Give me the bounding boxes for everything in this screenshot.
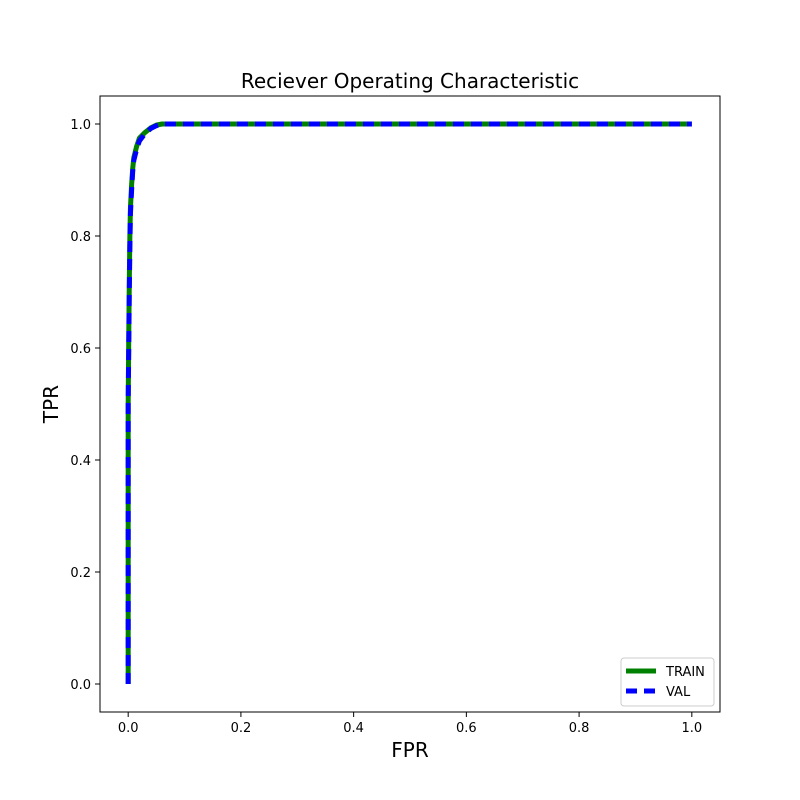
y-tick-label: 0.2	[70, 566, 91, 581]
y-tick-label: 0.4	[70, 454, 91, 469]
series-line-val	[125, 121, 692, 684]
x-tick-label: 0.6	[456, 721, 477, 736]
x-tick-label: 1.0	[681, 721, 702, 736]
y-tick-label: 0.8	[70, 230, 91, 245]
x-axis-title: FPR	[391, 738, 429, 762]
x-tick-label: 0.2	[231, 721, 252, 736]
y-tick-label: 1.0	[70, 118, 91, 133]
plot-frame	[99, 95, 721, 713]
y-tick-label: 0.6	[70, 342, 91, 357]
legend-val-label: VAL	[666, 685, 691, 700]
x-axis: 0.0 0.2 0.4 0.6 0.8 1.0	[118, 712, 702, 736]
legend: TRAIN VAL	[620, 657, 715, 707]
x-tick-label: 0.0	[118, 721, 139, 736]
plot-area	[125, 121, 692, 684]
chart-title: Reciever Operating Characteristic	[241, 69, 579, 93]
y-axis-title: TPR	[39, 385, 63, 424]
x-tick-label: 0.4	[343, 721, 364, 736]
y-tick-label: 0.0	[70, 678, 91, 693]
x-tick-label: 0.8	[569, 721, 590, 736]
legend-train-label: TRAIN	[665, 665, 705, 680]
y-axis: 0.0 0.2 0.4 0.6 0.8 1.0	[70, 118, 100, 693]
